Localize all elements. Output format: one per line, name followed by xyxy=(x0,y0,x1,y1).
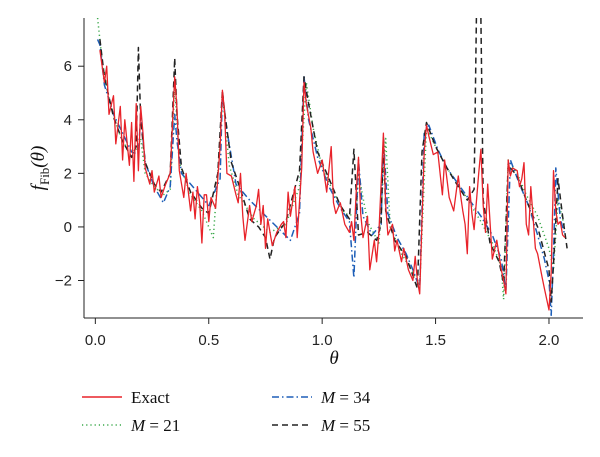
legend-entry-m34: M = 34 xyxy=(272,388,371,407)
x-tick-label: 0.5 xyxy=(198,332,219,349)
y-tick-label: 4 xyxy=(64,112,72,129)
legend: Exact M = 21 M = 34 M = 55 xyxy=(82,388,371,435)
ticks: 0.0 0.5 1.0 1.5 2.0 −2 0 2 4 6 xyxy=(55,58,560,349)
series-line-m21 xyxy=(96,18,566,301)
legend-entry-exact: Exact xyxy=(82,388,170,407)
series-line-m34 xyxy=(96,39,566,317)
legend-label-m34: M = 34 xyxy=(320,388,371,407)
y-axis-label-sub: Fib xyxy=(37,168,52,185)
y-axis-label-main: f xyxy=(28,182,49,190)
legend-label-m55: M = 55 xyxy=(320,416,370,435)
series-line-exact xyxy=(99,50,566,311)
series-line-m55 xyxy=(99,18,568,303)
x-tick-label: 0.0 xyxy=(85,332,106,349)
x-tick-label: 1.0 xyxy=(312,332,333,349)
series-group xyxy=(96,18,568,317)
y-tick-label: 2 xyxy=(64,165,72,182)
x-tick-label: 1.5 xyxy=(425,332,446,349)
y-tick-label: −2 xyxy=(55,273,72,290)
x-tick-label: 2.0 xyxy=(539,332,560,349)
legend-label-m21: M = 21 xyxy=(130,416,180,435)
legend-entry-m55: M = 55 xyxy=(272,416,370,435)
y-axis-label: fFib(θ) xyxy=(28,146,52,191)
y-tick-label: 0 xyxy=(64,219,72,236)
x-axis-label: θ xyxy=(329,348,338,369)
y-tick-label: 6 xyxy=(64,58,72,75)
legend-label-exact: Exact xyxy=(131,388,170,407)
y-axis-label-arg: (θ) xyxy=(28,146,49,168)
legend-entry-m21: M = 21 xyxy=(82,416,180,435)
axes xyxy=(83,18,583,319)
